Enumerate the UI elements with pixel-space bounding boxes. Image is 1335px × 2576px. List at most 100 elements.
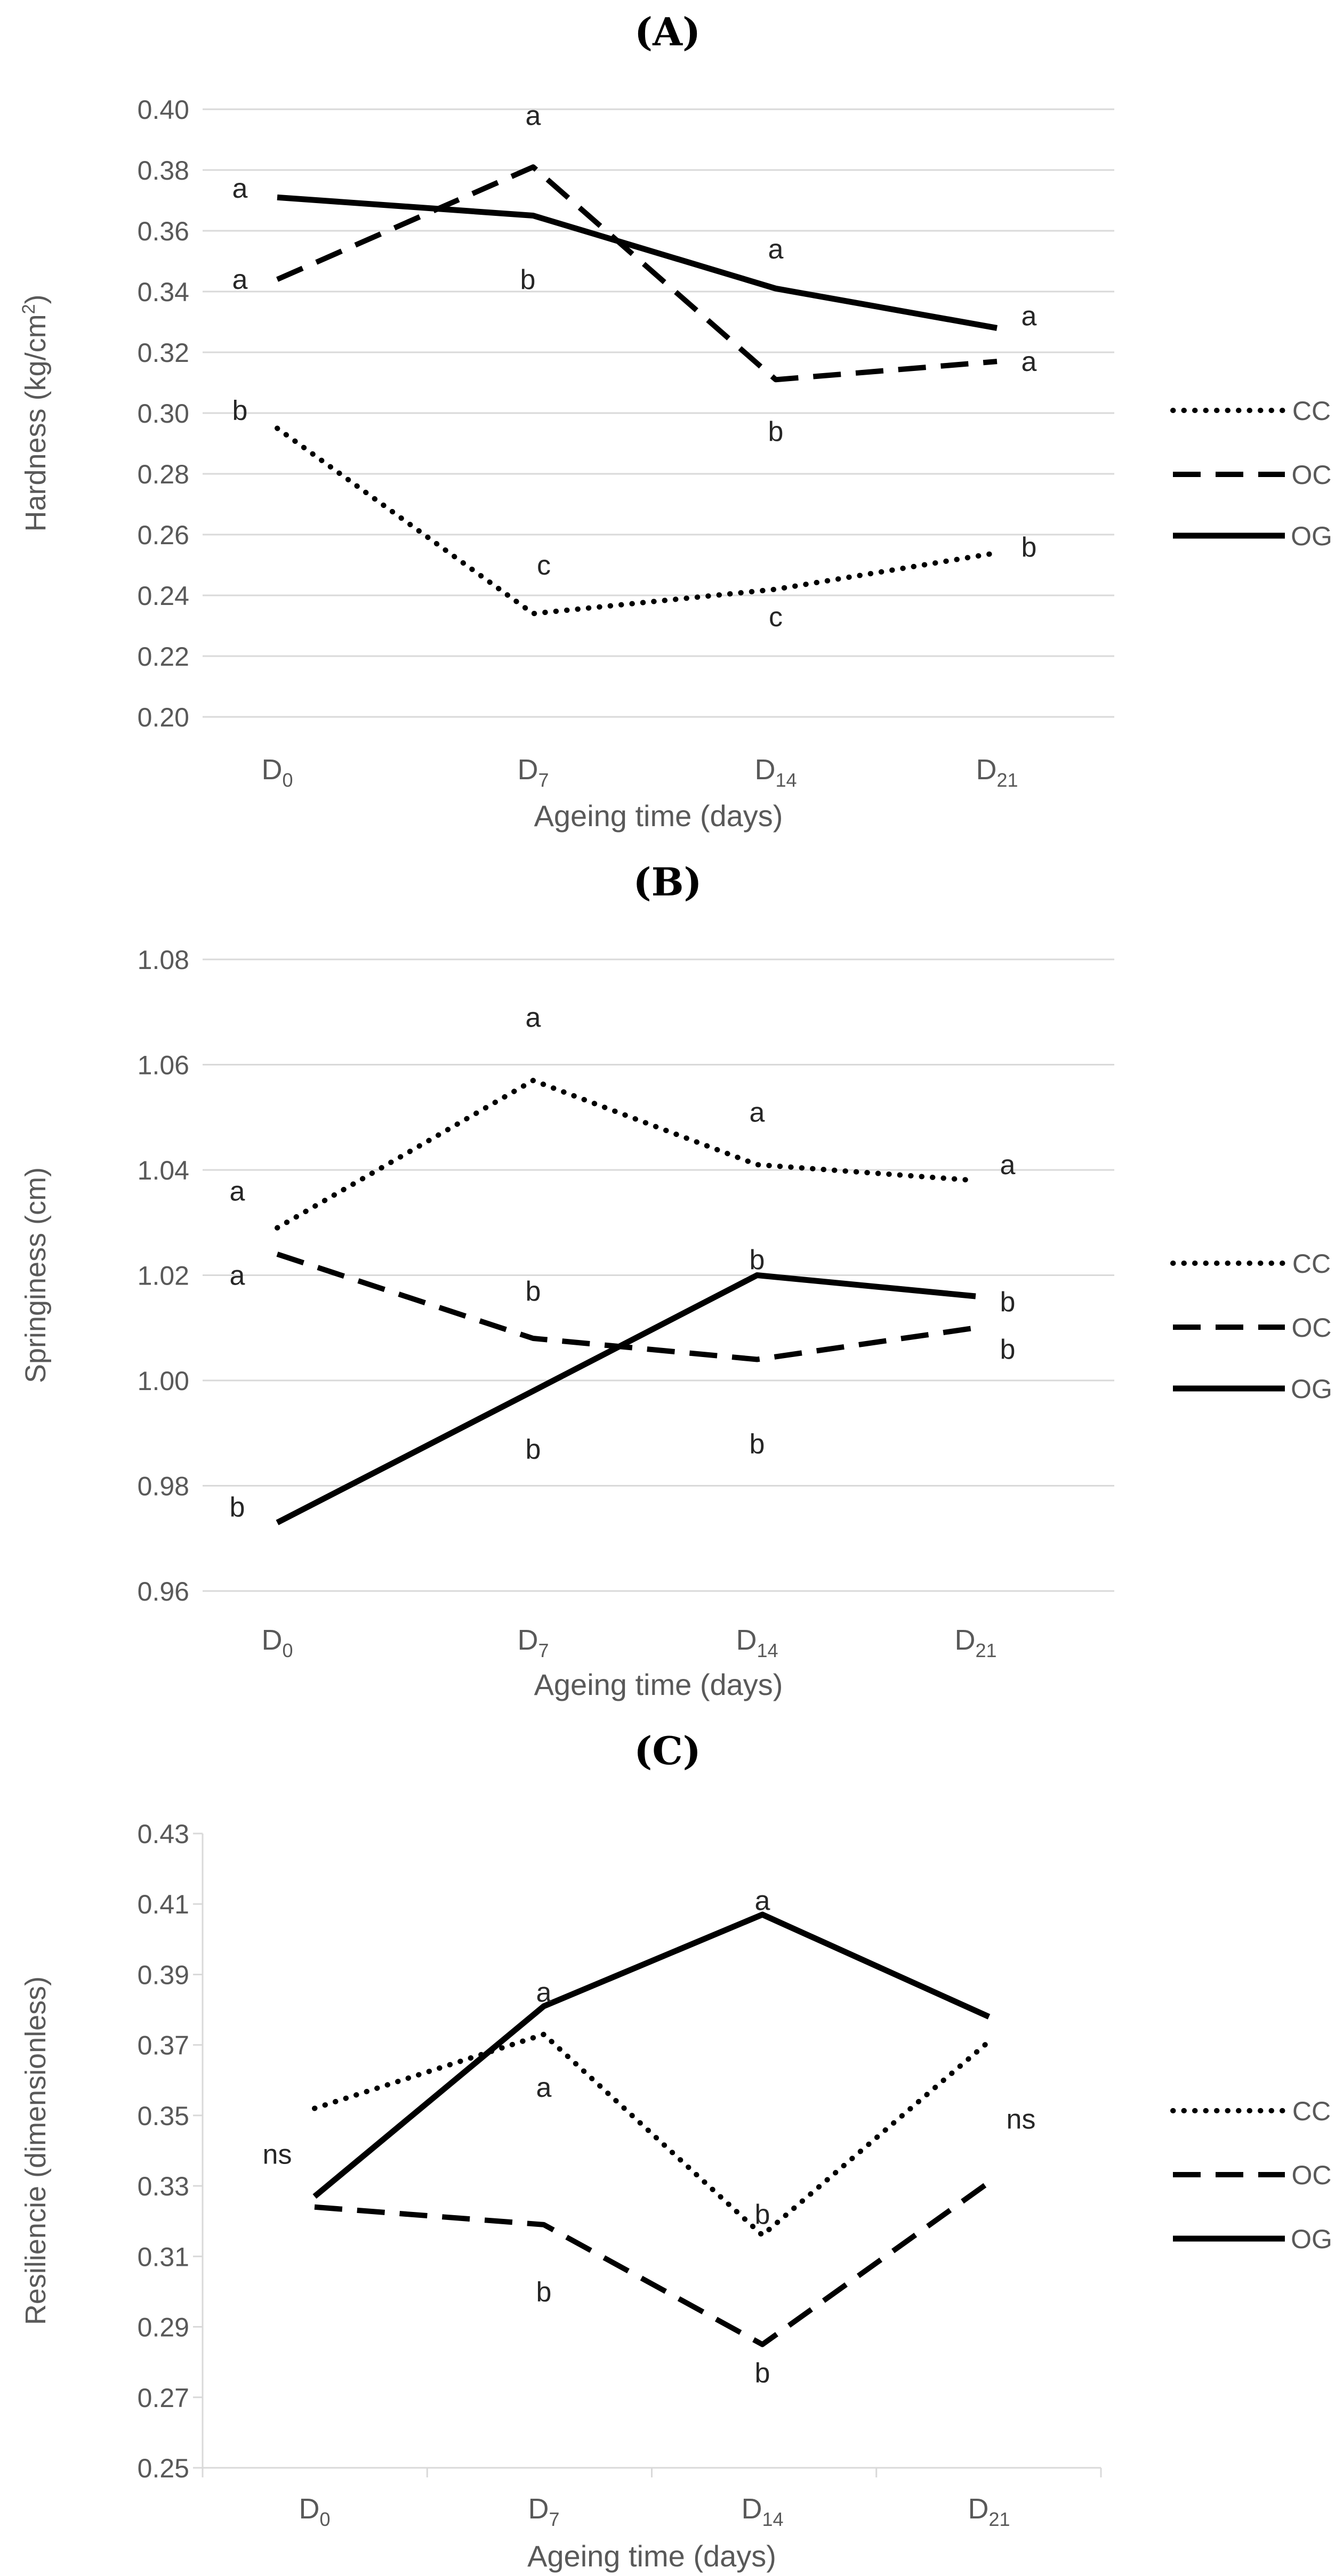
x-tick-label: D7 [517,1624,549,1661]
significance-label: b [230,1492,245,1523]
x-tick-label-subscript: 21 [988,2508,1010,2530]
y-tick-label: 1.06 [138,1051,189,1080]
significance-label: c [537,550,551,581]
panel-title: (A) [634,9,701,54]
x-tick-label: D0 [299,2493,330,2530]
legend-label-cc: CC [1292,2096,1331,2126]
significance-label: a [1022,346,1037,377]
y-tick-label: 0.98 [138,1472,189,1501]
series-line-og [277,194,998,331]
panel-title-letter: A [652,9,683,54]
x-tick-label: D0 [261,1624,293,1661]
panel-title: (C) [634,1728,701,1773]
y-tick-label: 0.34 [138,277,189,307]
y-axis-label: Resiliencie (dimensionless) [20,1976,52,2325]
significance-label: a [232,173,248,204]
y-axis-label-end: ) [20,294,52,304]
x-tick-label: D0 [261,754,293,791]
y-tick-label: 1.08 [138,945,189,975]
y-tick-label: 1.04 [138,1156,189,1185]
x-axis-label: Ageing time (days) [534,1668,783,1701]
panel-title-paren-open: ( [634,1728,652,1773]
significance-label: a [526,1003,541,1033]
series-line-cc [275,425,1000,617]
y-tick-label: 0.20 [138,702,189,732]
significance-label: b [750,1245,765,1275]
significance-label: a [1022,301,1037,332]
significance-label: a [1000,1150,1016,1181]
x-tick-label-base: D [299,2493,319,2525]
x-tick-label: D14 [736,1624,778,1661]
legend-label-oc: OC [1292,2160,1332,2190]
x-tick-label-subscript: 0 [319,2508,330,2530]
y-tick-label: 0.25 [138,2453,189,2483]
x-tick-label: D7 [528,2493,559,2530]
significance-label: c [769,602,783,633]
series-line-cc [275,1078,978,1231]
x-tick-label: D21 [976,754,1018,791]
significance-label: b [755,2199,770,2230]
y-tick-label: 0.31 [138,2242,189,2272]
x-tick-label-subscript: 14 [762,2508,783,2530]
panel-title-paren-open: ( [634,9,653,54]
y-tick-label: 0.27 [138,2383,189,2413]
y-tick-label: 1.02 [138,1261,189,1291]
y-tick-label: 0.32 [138,338,189,368]
y-tick-label: 0.33 [138,2171,189,2201]
legend-label-cc: CC [1292,396,1331,426]
x-axis-label: Ageing time (days) [527,2539,776,2573]
significance-label: a [750,1097,765,1128]
significance-label: b [1000,1334,1016,1365]
x-tick-label: D14 [741,2493,783,2530]
y-tick-label: 0.29 [138,2313,189,2343]
x-tick-label-base: D [741,2493,762,2525]
x-tick-label-base: D [261,1624,282,1656]
x-tick-label-subscript: 21 [996,769,1018,791]
x-tick-label-base: D [261,754,282,786]
significance-label: a [230,1261,245,1291]
y-tick-label: 0.35 [138,2101,189,2131]
x-tick-label-subscript: 7 [549,2508,559,2530]
significance-label: a [755,1886,770,1917]
significance-label: b [1000,1287,1016,1318]
series-line-oc [276,1251,976,1362]
significance-label: b [526,1434,541,1465]
significance-label: b [520,264,536,295]
x-tick-label-subscript: 7 [538,769,549,791]
x-tick-label: D7 [517,754,549,791]
significance-label: a [768,234,784,265]
x-tick-label-subscript: 14 [757,1640,778,1661]
panel-title: (B) [633,859,702,905]
legend-label-cc: CC [1292,1249,1331,1279]
y-tick-label: 0.28 [138,459,189,489]
x-tick-label-base: D [517,754,538,786]
significance-label: b [536,2276,552,2307]
y-tick-label: 0.26 [138,520,189,550]
x-tick-label-base: D [976,754,996,786]
x-tick-label: D21 [954,1624,996,1661]
significance-label: a [536,1977,552,2008]
y-axis-label-main: Springiness (cm) [20,1167,52,1383]
significance-label: b [750,1429,765,1460]
y-tick-label: 0.39 [138,1960,189,1990]
series-line-og [312,1911,991,2199]
panel-title-paren-open: ( [633,859,651,905]
y-tick-label: 0.96 [138,1577,189,1606]
panel-title-letter: C [652,1728,682,1773]
significance-label: a [230,1176,245,1207]
y-axis-label: Springiness (cm) [20,1167,52,1383]
legend-label-og: OG [1291,521,1332,551]
significance-label: a [232,264,248,295]
x-tick-label-base: D [528,2493,549,2525]
panel-title-paren-close: ) [683,1728,701,1773]
y-tick-label: 0.36 [138,216,189,246]
y-tick-label: 0.40 [138,95,189,125]
x-tick-label-subscript: 21 [975,1640,996,1661]
significance-label: b [755,2358,770,2389]
y-axis-label-main: Resiliencie (dimensionless) [20,1976,52,2325]
x-tick-label: D21 [968,2493,1010,2530]
significance-label: b [1022,532,1037,563]
x-axis-label: Ageing time (days) [534,799,783,833]
chart-panel-b: (B) 0.96 0.98 1.00 1.02 1.04 1.06 1.08 Springine… [20,859,1332,1701]
